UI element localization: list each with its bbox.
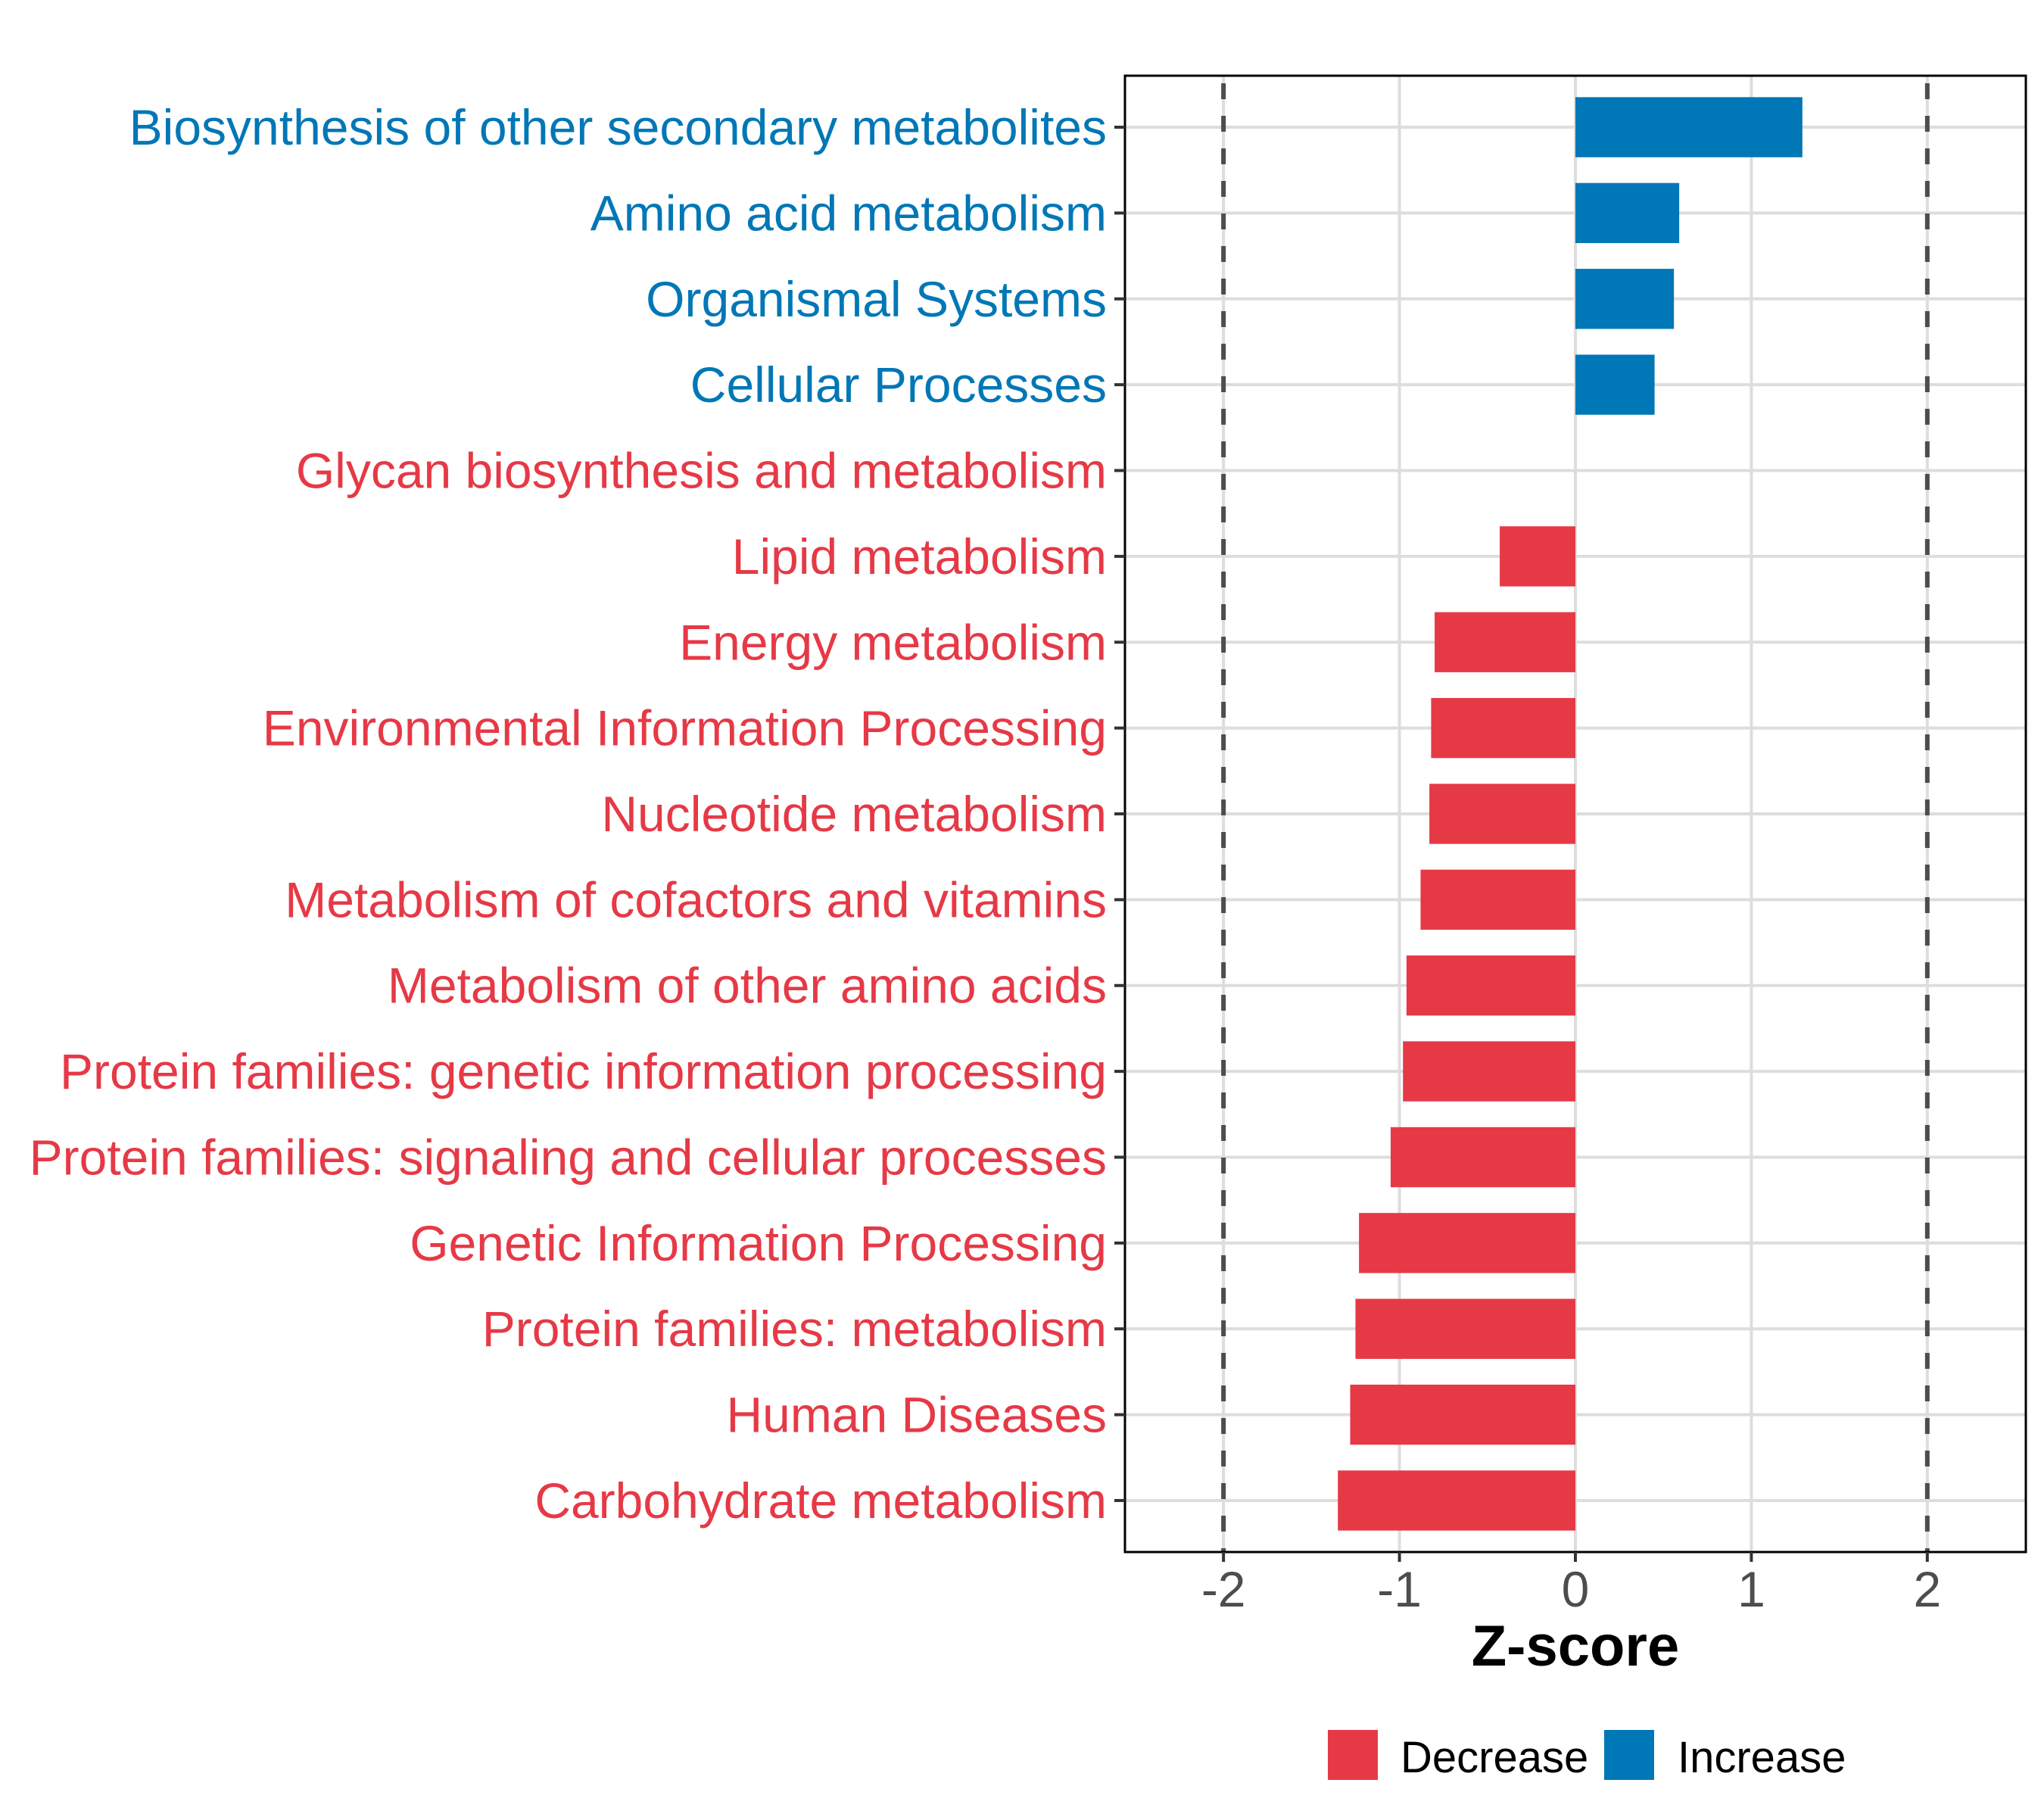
bar-decrease[interactable]: Human Diseases: -1.28 [1350, 1384, 1576, 1445]
bar-decrease[interactable]: Genetic Information Processing: -1.23 [1359, 1213, 1575, 1273]
bar-decrease[interactable]: Metabolism of other amino acids: -0.96 [1406, 955, 1575, 1016]
legend-key-decrease [1328, 1730, 1378, 1780]
y-axis-label: Metabolism of other amino acids [388, 958, 1107, 1014]
y-axis-label: Human Diseases [726, 1387, 1107, 1443]
y-axis-labels: Biosynthesis of other secondary metaboli… [30, 99, 1107, 1529]
bar-increase[interactable]: Amino acid metabolism: 0.59 [1575, 182, 1680, 244]
y-axis-label: Amino acid metabolism [590, 185, 1107, 241]
y-axis-label: Lipid metabolism [732, 528, 1107, 584]
y-axis-label: Metabolism of cofactors and vitamins [285, 871, 1107, 927]
y-axis-label: Biosynthesis of other secondary metaboli… [129, 99, 1107, 155]
y-axis-label: Nucleotide metabolism [601, 786, 1107, 842]
legend-label-increase: Increase [1678, 1733, 1846, 1782]
legend: Decrease Increase [1328, 1730, 1846, 1782]
y-axis-label: Carbohydrate metabolism [534, 1473, 1107, 1529]
bar-decrease[interactable]: Lipid metabolism: -0.43 [1500, 526, 1575, 587]
x-tick-label: 2 [1913, 1561, 1941, 1617]
y-axis-label: Protein families: signaling and cellular… [30, 1129, 1107, 1185]
legend-key-increase [1604, 1730, 1654, 1780]
bar-decrease[interactable]: Nucleotide metabolism: -0.83 [1429, 784, 1575, 844]
y-axis-label: Organismal Systems [646, 271, 1107, 327]
y-axis-label: Genetic Information Processing [410, 1215, 1107, 1271]
x-tick-label: -1 [1377, 1561, 1422, 1617]
y-axis-label: Protein families: genetic information pr… [60, 1043, 1107, 1099]
legend-label-decrease: Decrease [1401, 1733, 1588, 1782]
bar-decrease[interactable]: Carbohydrate metabolism: -1.35 [1338, 1470, 1575, 1531]
x-axis-title: Z-score [1472, 1614, 1680, 1678]
bar-decrease[interactable]: Protein families: metabolism: -1.25 [1355, 1298, 1575, 1359]
y-axis-label: Glycan biosynthesis and metabolism [296, 443, 1107, 499]
x-axis-tick-labels: -2 -1 0 1 2 [1201, 1561, 1941, 1617]
legend-item-increase[interactable]: Increase [1604, 1730, 1846, 1782]
x-tick-label: 0 [1562, 1561, 1590, 1617]
bar-increase[interactable]: Biosynthesis of other secondary metaboli… [1575, 97, 1803, 157]
bars: Biosynthesis of other secondary metaboli… [1338, 97, 1803, 1531]
y-axis-label: Environmental Information Processing [263, 700, 1107, 756]
bar-decrease[interactable]: Energy metabolism: -0.8 [1435, 612, 1575, 672]
bar-decrease[interactable]: Protein families: genetic information pr… [1403, 1041, 1575, 1102]
bar-increase[interactable]: Cellular Processes: 0.45 [1575, 354, 1655, 415]
x-tick-label: 1 [1737, 1561, 1765, 1617]
y-axis-label: Energy metabolism [679, 614, 1107, 670]
legend-item-decrease[interactable]: Decrease [1328, 1730, 1588, 1782]
y-axis-label: Protein families: metabolism [482, 1301, 1107, 1357]
x-axis-ticks [1222, 1552, 1929, 1562]
y-axis-label: Cellular Processes [690, 357, 1107, 413]
bar-decrease[interactable]: Protein families: signaling and cellular… [1390, 1127, 1575, 1188]
y-axis-ticks [1114, 126, 1125, 1502]
bar-decrease[interactable]: Environmental Information Processing: -0… [1431, 697, 1575, 759]
bar-increase[interactable]: Organismal Systems: 0.56 [1575, 269, 1675, 329]
bar-decrease[interactable]: Metabolism of cofactors and vitamins: -0… [1420, 869, 1575, 930]
x-tick-label: -2 [1201, 1561, 1246, 1617]
